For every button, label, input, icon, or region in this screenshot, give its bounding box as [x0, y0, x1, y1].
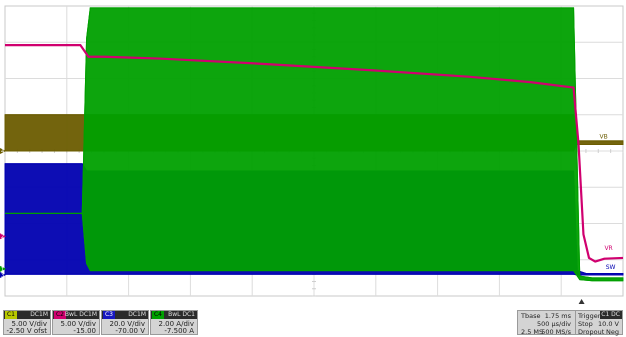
channel-3-coupling: DC1M — [128, 311, 146, 318]
timebase-trigger-box[interactable]: Tbase 1.75 ms 500 µs/div 2.5 MS 500 MS/s… — [517, 310, 623, 336]
trigger-mode: Stop — [578, 320, 593, 328]
series-c1-upper-edge — [5, 7, 623, 279]
channel-3-tag: C3 — [103, 311, 115, 319]
trigger-type: Dropout — [578, 328, 605, 336]
channel-1-coupling: DC1M — [30, 311, 48, 318]
annotation-label: SW — [606, 264, 616, 271]
ground-marker-label: 1 — [1, 267, 4, 273]
channel-4-scale: 2.00 A/div — [158, 320, 195, 328]
timebase-label: Tbase — [521, 312, 541, 320]
series-c3-lower-edge — [5, 273, 623, 276]
series-c1-lower-edge — [5, 212, 623, 282]
channel-3-offset: -70.00 V — [115, 327, 145, 335]
annotation-label: VB — [600, 133, 608, 140]
ground-marker-label: 2 — [1, 234, 4, 240]
channel-1-offset: -2.50 V ofst — [6, 327, 48, 335]
channel-3-box[interactable]: C3 DC1M 20.0 V/div -70.00 V — [101, 310, 149, 335]
channel-2-offset: -15.00 — [73, 327, 96, 335]
channel-2-box[interactable]: C2 BwL DC1M 5.00 V/div -15.00 — [52, 310, 100, 335]
trigger-position-marker — [578, 299, 585, 304]
channel-3-scale: 20.0 V/div — [109, 320, 146, 328]
timebase-delay: 1.75 ms — [544, 312, 571, 320]
annotation-label: VR — [604, 245, 612, 252]
channel-1-scale: 5.00 V/div — [11, 320, 48, 328]
trigger-level: 10.0 V — [598, 320, 619, 328]
channel-4-box[interactable]: C4 BwL DC1 2.00 A/div -7.500 A — [150, 310, 198, 335]
timebase-per-div: 500 µs/div — [537, 320, 571, 328]
ground-marker-c2 — [0, 233, 6, 240]
channel-4-tag: C4 — [152, 311, 164, 319]
sample-rate: 500 MS/s — [541, 328, 571, 336]
trigger-slope: Neg — [606, 328, 619, 336]
trigger-source: C1 DC — [601, 311, 620, 318]
ground-marker-label: 3 — [1, 273, 4, 279]
channel-4-coupling: BwL DC1 — [168, 311, 195, 318]
series-c1-envelope — [5, 7, 624, 282]
ground-marker-c4 — [0, 148, 6, 154]
channel-1-box[interactable]: C1 DC1M 5.00 V/div -2.50 V ofst — [3, 310, 51, 335]
trigger-label: Trigger — [578, 312, 601, 320]
ground-marker-c3 — [0, 271, 6, 278]
ground-marker-label: 4 — [1, 149, 4, 155]
sample-points: 2.5 MS — [521, 328, 544, 336]
channel-4-offset: -7.500 A — [164, 327, 194, 335]
channel-2-scale: 5.00 V/div — [60, 320, 97, 328]
channel-1-tag: C1 — [5, 311, 17, 319]
ground-marker-c1 — [0, 265, 6, 272]
series-c2-trace — [5, 44, 624, 263]
channel-2-coupling: BwL DC1M — [64, 311, 97, 318]
channel-2-tag: C2 — [54, 311, 66, 319]
